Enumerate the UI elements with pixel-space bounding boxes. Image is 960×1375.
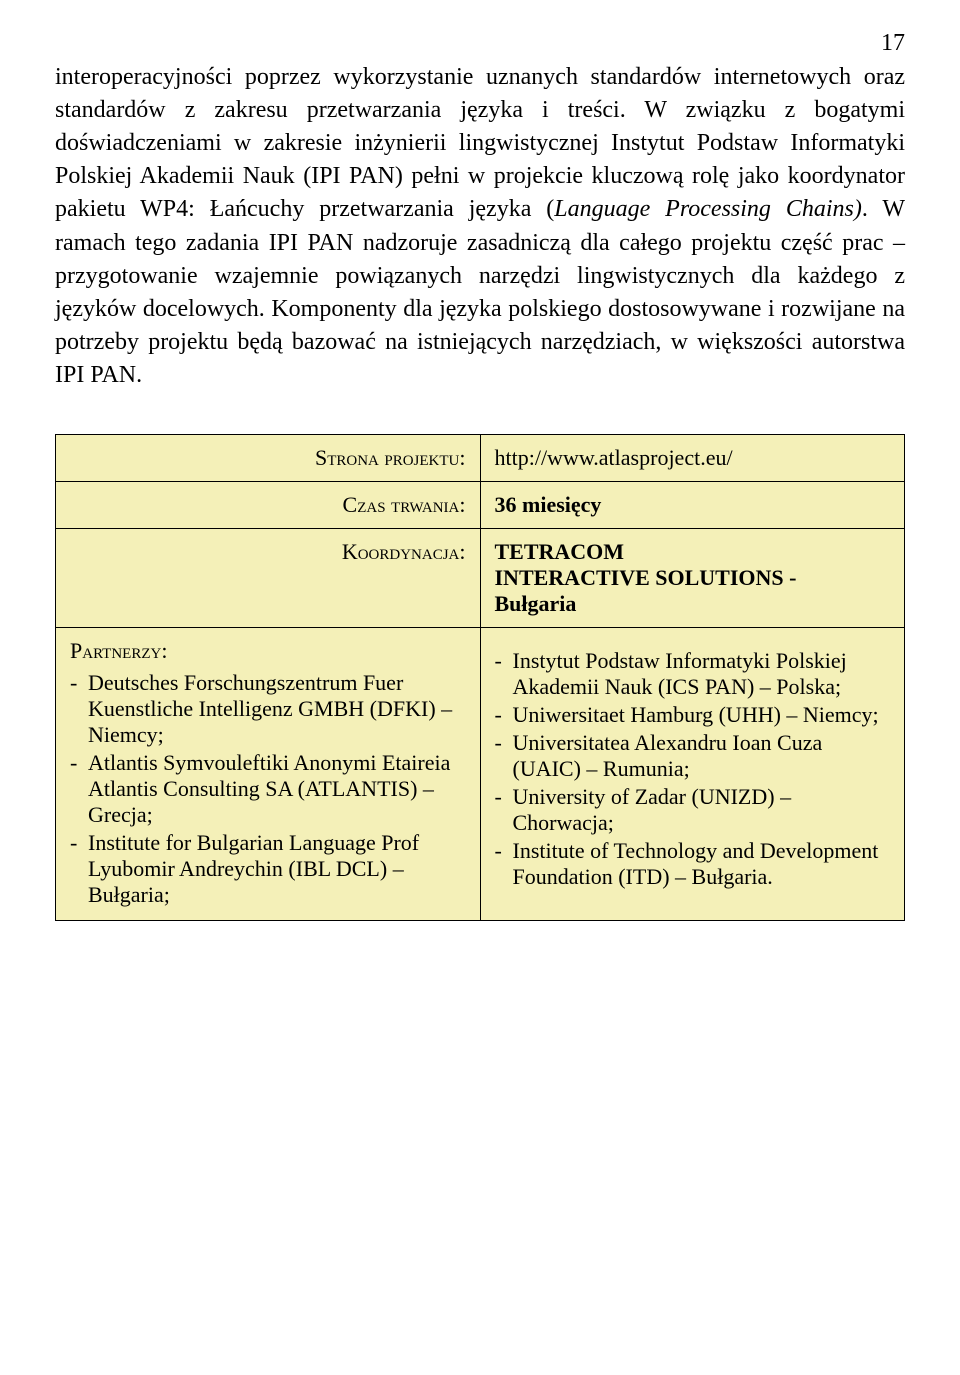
partners-left-list: Deutsches Forschungszentrum Fuer Kuenstl… <box>70 670 466 908</box>
coord-value: TETRACOM INTERACTIVE SOLUTIONS - Bułgari… <box>480 529 905 628</box>
duration-value: 36 miesięcy <box>480 482 905 529</box>
list-item: Universitatea Alexandru Ioan Cuza (UAIC)… <box>495 730 891 782</box>
partner-text: Deutsches Forschungszentrum Fuer Kuenstl… <box>88 670 466 748</box>
list-item: University of Zadar (UNIZD) – Chorwacja; <box>495 784 891 836</box>
partner-text: Universitatea Alexandru Ioan Cuza (UAIC)… <box>513 730 891 782</box>
duration-label: Czas trwania: <box>56 482 481 529</box>
partner-text: Atlantis Symvouleftiki Anonymi Etaireia … <box>88 750 466 828</box>
page-number: 17 <box>55 30 905 57</box>
table-row: Strona projektu: http://www.atlasproject… <box>56 435 905 482</box>
table-row: Koordynacja: TETRACOM INTERACTIVE SOLUTI… <box>56 529 905 628</box>
list-item: Institute for Bulgarian Language Prof Ly… <box>70 830 466 908</box>
paragraph-part-2: . W ramach tego zadania IPI PAN nadzoruj… <box>55 196 905 388</box>
partners-right-list: Instytut Podstaw Informatyki Polskiej Ak… <box>495 648 891 890</box>
partner-text: Institute of Technology and Development … <box>513 838 891 890</box>
coord-line-1: TETRACOM <box>495 539 625 564</box>
list-item: Institute of Technology and Development … <box>495 838 891 890</box>
body-paragraph: interoperacyjności poprzez wykorzystanie… <box>55 61 905 392</box>
partner-text: University of Zadar (UNIZD) – Chorwacja; <box>513 784 891 836</box>
table-row: Czas trwania: 36 miesięcy <box>56 482 905 529</box>
list-item: Uniwersitaet Hamburg (UHH) – Niemcy; <box>495 702 891 728</box>
coord-line-3: Bułgaria <box>495 591 577 616</box>
paragraph-italic: Language Processing Chains) <box>554 196 862 222</box>
partners-label: Partnerzy: <box>70 638 466 664</box>
partner-text: Uniwersitaet Hamburg (UHH) – Niemcy; <box>513 702 891 728</box>
coord-line-2: INTERACTIVE SOLUTIONS - <box>495 565 797 590</box>
partners-right-cell: Instytut Podstaw Informatyki Polskiej Ak… <box>480 628 905 921</box>
partners-left-cell: Partnerzy: Deutsches Forschungszentrum F… <box>56 628 481 921</box>
project-site-value: http://www.atlasproject.eu/ <box>480 435 905 482</box>
partner-text: Institute for Bulgarian Language Prof Ly… <box>88 830 466 908</box>
list-item: Deutsches Forschungszentrum Fuer Kuenstl… <box>70 670 466 748</box>
list-item: Instytut Podstaw Informatyki Polskiej Ak… <box>495 648 891 700</box>
partner-text: Instytut Podstaw Informatyki Polskiej Ak… <box>513 648 891 700</box>
project-info-table: Strona projektu: http://www.atlasproject… <box>55 434 905 921</box>
coord-label: Koordynacja: <box>56 529 481 628</box>
list-item: Atlantis Symvouleftiki Anonymi Etaireia … <box>70 750 466 828</box>
project-site-label: Strona projektu: <box>56 435 481 482</box>
table-row: Partnerzy: Deutsches Forschungszentrum F… <box>56 628 905 921</box>
